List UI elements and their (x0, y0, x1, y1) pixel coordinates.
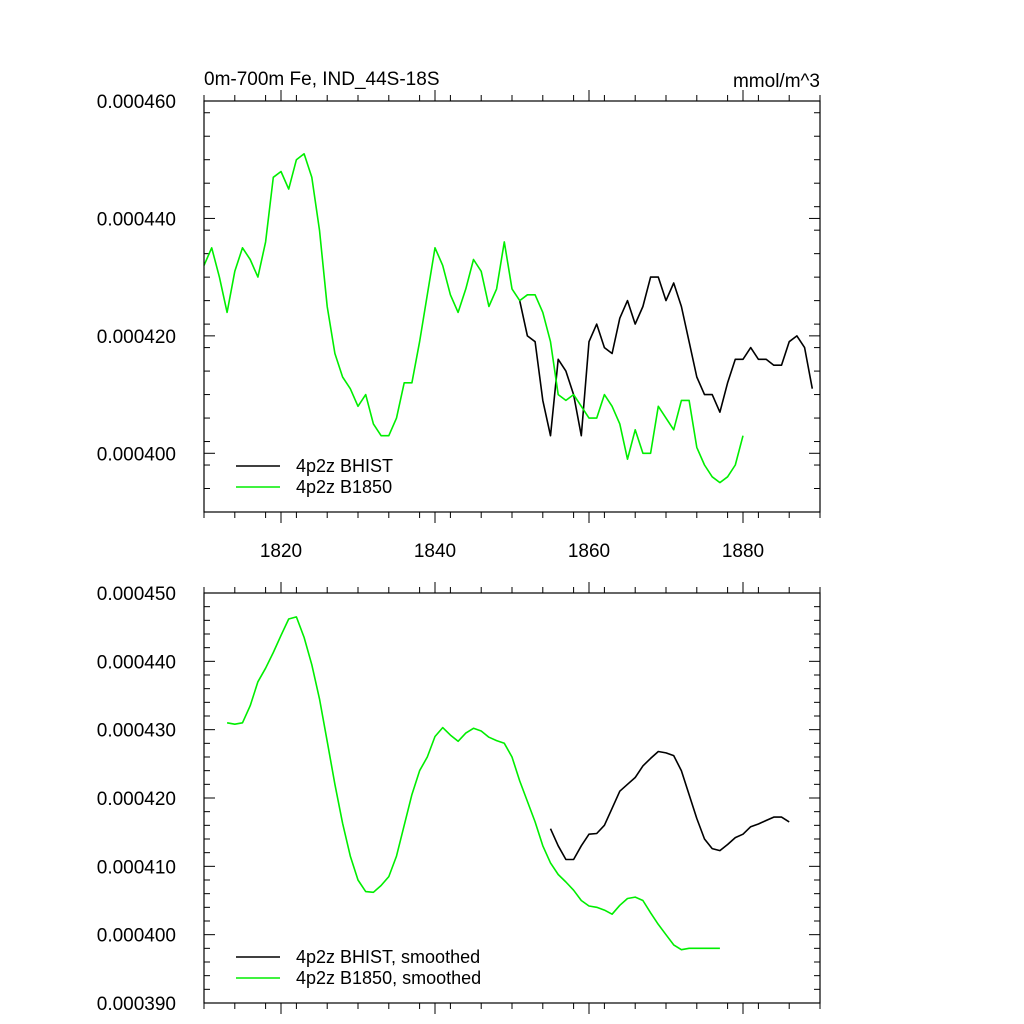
legend-label: 4p2z BHIST, smoothed (296, 947, 480, 967)
y-tick-label: 0.000390 (97, 994, 176, 1015)
x-tick-label: 1860 (568, 541, 610, 562)
y-tick-label: 0.000420 (97, 327, 176, 348)
y-tick-label: 0.000410 (97, 857, 176, 878)
x-tick-label: 1880 (722, 541, 764, 562)
y-tick-label: 0.000400 (97, 926, 176, 947)
x-tick-label: 1840 (414, 541, 456, 562)
top-panel: 0m-700m Fe, IND_44S-18S mmol/m^3 0.00040… (97, 69, 821, 562)
legend-label: 4p2z BHIST (296, 456, 393, 476)
series-line-4p2z-b1850-smoothed (226, 616, 720, 951)
y-tick-label: 0.000460 (97, 92, 176, 113)
top-panel-units: mmol/m^3 (733, 71, 820, 92)
y-tick-label: 0.000450 (97, 584, 176, 605)
legend-label: 4p2z B1850, smoothed (296, 968, 481, 988)
y-tick-label: 0.000440 (97, 209, 176, 230)
x-tick-label: 1820 (260, 541, 302, 562)
top-plot-frame (203, 100, 821, 513)
top-panel-title: 0m-700m Fe, IND_44S-18S (204, 69, 440, 90)
bottom-panel: 0.000390 0.000400 0.000410 0.000420 0.000430… (97, 582, 821, 1015)
series-line-4p2z-bhist-smoothed (549, 750, 790, 861)
legend-label: 4p2z B1850 (296, 477, 392, 497)
bottom-plot-frame (203, 592, 821, 1004)
y-tick-label: 0.000420 (97, 789, 176, 810)
y-tick-label: 0.000430 (97, 721, 176, 742)
series-line-4p2z-b1850 (203, 153, 744, 484)
series-line-4p2z-bhist (518, 276, 814, 437)
y-tick-label: 0.000440 (97, 652, 176, 673)
y-tick-label: 0.000400 (97, 444, 176, 465)
